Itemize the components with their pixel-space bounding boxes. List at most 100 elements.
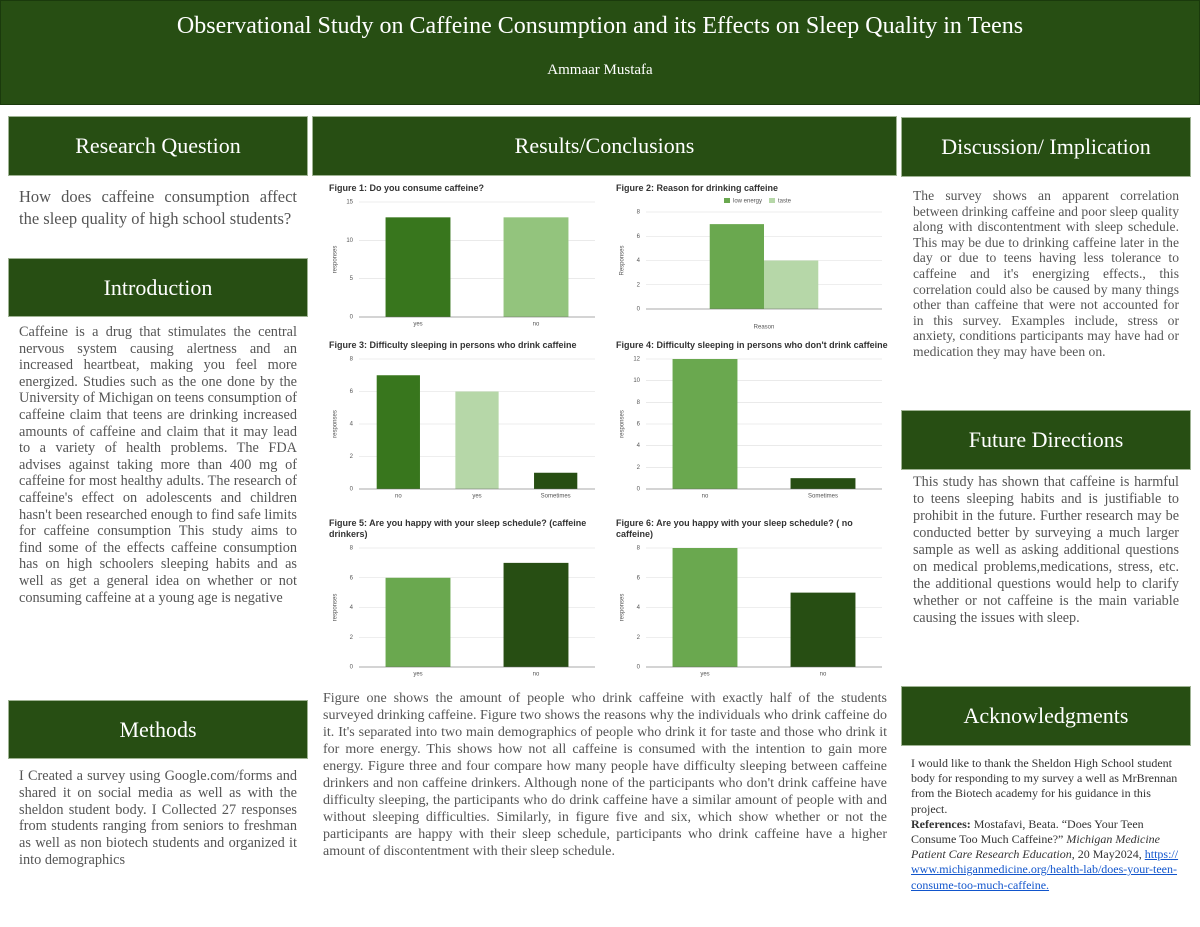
section-heading: Discussion/ Implication — [901, 117, 1191, 177]
figure-title: Figure 6: Are you happy with your sleep … — [616, 518, 853, 539]
y-tick-label: 4 — [350, 605, 354, 611]
y-tick-label: 4 — [637, 258, 641, 264]
y-axis-label: responses — [333, 594, 339, 622]
figure-title: Figure 5: Are you happy with your sleep … — [329, 518, 587, 539]
y-tick-label: 8 — [637, 210, 641, 216]
y-tick-label: 0 — [637, 665, 641, 671]
y-axis-label: responses — [333, 246, 339, 274]
y-tick-label: 12 — [633, 357, 640, 363]
y-axis-label: responses — [620, 410, 626, 438]
references-label: References: — [911, 816, 971, 831]
future-text: This study has shown that caffeine is ha… — [913, 474, 1179, 626]
section-heading: Research Question — [8, 116, 308, 176]
bar — [790, 478, 856, 489]
legend-label: taste — [778, 199, 792, 205]
figure-title: Figure 2: Reason for drinking caffeine — [616, 183, 779, 193]
acknowledgments-text: I would like to thank the Sheldon High S… — [911, 756, 1178, 816]
section-heading: Methods — [8, 700, 308, 759]
bar — [385, 577, 451, 667]
bar — [376, 375, 420, 489]
figure-title: Figure 4: Difficulty sleeping in persons… — [616, 340, 888, 350]
x-axis-label: Reason — [754, 325, 775, 331]
bar — [672, 548, 738, 667]
y-tick-label: 0 — [350, 487, 354, 493]
x-tick-label: no — [395, 494, 402, 500]
figure: Figure 3: Difficulty sleeping in persons… — [325, 340, 605, 505]
y-tick-label: 0 — [637, 487, 641, 493]
introduction-text: Caffeine is a drug that stimulates the c… — [19, 324, 297, 606]
bar — [385, 217, 451, 317]
y-tick-label: 8 — [350, 357, 354, 363]
section-heading: Introduction — [8, 258, 308, 317]
y-tick-label: 2 — [637, 635, 641, 641]
author: Ammaar Mustafa — [547, 62, 653, 78]
x-tick-label: no — [533, 672, 540, 678]
figure: Figure 5: Are you happy with your sleep … — [325, 518, 605, 683]
bar — [503, 562, 569, 667]
y-tick-label: 6 — [350, 575, 354, 581]
y-tick-label: 8 — [350, 546, 354, 552]
bar — [455, 391, 499, 489]
y-tick-label: 10 — [346, 238, 353, 244]
chart: 0 2 4 6 8 responses yes no — [333, 546, 595, 678]
y-tick-label: 6 — [637, 234, 641, 240]
y-tick-label: 4 — [637, 443, 641, 449]
acknowledgments: I would like to thank the Sheldon High S… — [911, 756, 1179, 906]
citation-date: , 20 May2024, — [1071, 847, 1142, 862]
x-tick-label: Sometimes — [808, 494, 838, 500]
x-tick-label: no — [533, 322, 540, 328]
figure: Figure 1: Do you consume caffeine? 0 5 10 15… — [325, 183, 605, 333]
chart: 0 2 4 6 8 Responses Reason low energy taste — [620, 198, 882, 331]
x-tick-label: yes — [413, 322, 422, 328]
y-tick-label: 2 — [350, 454, 354, 460]
figure-title: Figure 1: Do you consume caffeine? — [329, 183, 485, 193]
y-tick-label: 6 — [637, 422, 641, 428]
research-question: How does caffeine consumption affect the… — [19, 187, 297, 228]
y-tick-label: 5 — [350, 276, 354, 282]
legend-swatch — [769, 198, 776, 203]
y-tick-label: 2 — [637, 465, 641, 471]
y-tick-label: 6 — [350, 389, 354, 395]
legend-label: low energy — [733, 199, 762, 205]
x-tick-label: yes — [700, 672, 709, 678]
x-tick-label: yes — [472, 494, 481, 500]
y-tick-label: 4 — [637, 605, 641, 611]
y-tick-label: 0 — [637, 307, 641, 313]
x-tick-label: no — [820, 672, 827, 678]
x-tick-label: yes — [413, 672, 422, 678]
y-axis-label: Responses — [620, 245, 626, 275]
poster-title: Observational Study on Caffeine Consumpt… — [176, 13, 1024, 39]
discussion-text: The survey shows an apparent correlation… — [913, 188, 1179, 359]
y-tick-label: 8 — [637, 400, 641, 406]
methods-text: I Created a survey using Google.com/form… — [19, 768, 297, 868]
figure: Figure 6: Are you happy with your sleep … — [612, 518, 892, 683]
chart: 0 5 10 15 responses yes no — [333, 200, 595, 328]
y-tick-label: 6 — [637, 575, 641, 581]
bar — [709, 224, 764, 309]
section-heading: Acknowledgments — [901, 686, 1191, 746]
y-tick-label: 8 — [637, 546, 641, 552]
results-text: Figure one shows the amount of people wh… — [323, 691, 887, 859]
bar — [764, 260, 819, 309]
chart: 0 2 4 6 8 responses yes no — [620, 546, 882, 678]
bar — [534, 472, 578, 489]
legend-swatch — [724, 198, 730, 203]
y-tick-label: 2 — [637, 282, 641, 288]
references: References: Mostafavi, Beata. “Does Your… — [911, 817, 1179, 893]
bar — [503, 217, 569, 317]
reference-link[interactable]: https://www.michiganmedicine.org/health-… — [911, 847, 1179, 892]
bar — [790, 592, 856, 667]
chart: 0 2 4 6 8 responses no yes Sometimes — [333, 357, 595, 500]
figure: Figure 2: Reason for drinking caffeine 0 2… — [612, 183, 892, 335]
y-tick-label: 4 — [350, 422, 354, 428]
section-heading: Results/Conclusions — [312, 116, 897, 176]
journal: Michigan Medicine Patient Care Research … — [911, 832, 1160, 862]
figure: Figure 4: Difficulty sleeping in persons… — [612, 340, 892, 505]
citation: Mostafavi, Beata. “Does Your Teen Consum… — [911, 816, 1144, 847]
header: Observational Study on Caffeine Consumpt… — [0, 0, 1200, 105]
y-tick-label: 2 — [350, 635, 354, 641]
bar — [672, 359, 738, 489]
y-axis-label: responses — [620, 594, 626, 622]
figure-title: Figure 3: Difficulty sleeping in persons… — [329, 340, 577, 350]
